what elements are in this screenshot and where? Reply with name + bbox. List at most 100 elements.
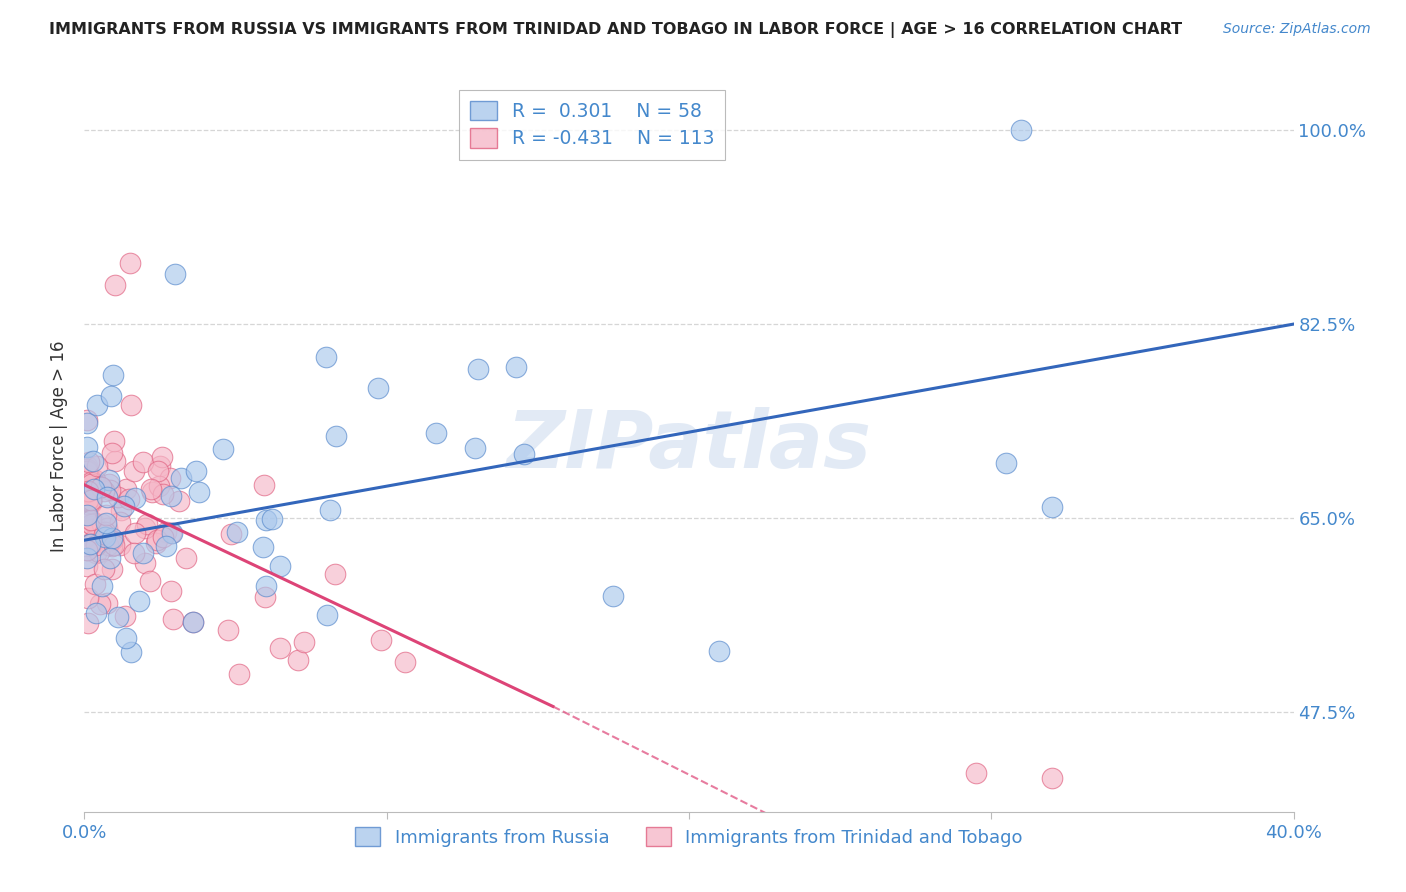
Point — [83, 533, 105, 547]
Point — [79, 513, 101, 527]
Point — [76, 464, 98, 478]
Point — [252, 541, 274, 555]
Point — [464, 441, 486, 455]
Point — [86, 459, 108, 474]
Point — [84, 476, 107, 491]
Point — [167, 493, 190, 508]
Point — [103, 538, 125, 552]
Point — [80, 496, 103, 510]
Point — [128, 594, 150, 608]
Point — [136, 516, 159, 531]
Point — [162, 612, 184, 626]
Point — [148, 479, 170, 493]
Legend: Immigrants from Russia, Immigrants from Trinidad and Tobago: Immigrants from Russia, Immigrants from … — [347, 820, 1031, 854]
Point — [394, 655, 416, 669]
Point — [159, 470, 181, 484]
Point — [83, 473, 105, 487]
Point — [77, 591, 100, 605]
Point — [217, 623, 239, 637]
Point — [145, 533, 167, 548]
Point — [101, 562, 124, 576]
Point — [76, 485, 98, 500]
Point — [98, 483, 121, 497]
Point — [367, 381, 389, 395]
Point — [155, 525, 177, 540]
Point — [93, 524, 115, 539]
Point — [80, 522, 103, 536]
Point — [467, 362, 489, 376]
Point — [93, 484, 115, 499]
Point — [98, 550, 121, 565]
Point — [76, 417, 98, 431]
Point — [110, 538, 132, 552]
Point — [104, 454, 127, 468]
Point — [76, 559, 98, 574]
Point — [80, 517, 103, 532]
Point — [80, 472, 103, 486]
Point — [228, 666, 250, 681]
Point — [262, 512, 284, 526]
Point — [115, 482, 138, 496]
Point — [211, 442, 233, 456]
Point — [149, 458, 172, 473]
Point — [76, 413, 98, 427]
Point — [370, 632, 392, 647]
Point — [170, 471, 193, 485]
Point — [101, 539, 124, 553]
Point — [132, 455, 155, 469]
Point — [150, 450, 173, 464]
Point — [294, 635, 316, 649]
Text: ZIPatlas: ZIPatlas — [506, 407, 872, 485]
Point — [141, 482, 163, 496]
Point — [84, 538, 107, 552]
Point — [90, 480, 112, 494]
Point — [122, 546, 145, 560]
Point — [160, 489, 183, 503]
Text: IMMIGRANTS FROM RUSSIA VS IMMIGRANTS FROM TRINIDAD AND TOBAGO IN LABOR FORCE | A: IMMIGRANTS FROM RUSSIA VS IMMIGRANTS FRO… — [49, 22, 1182, 38]
Point — [287, 653, 309, 667]
Point — [101, 445, 124, 459]
Point — [94, 530, 117, 544]
Point — [152, 487, 174, 501]
Point — [995, 456, 1018, 470]
Point — [90, 516, 112, 531]
Point — [82, 518, 104, 533]
Point — [325, 428, 347, 442]
Point — [253, 478, 276, 492]
Point — [76, 497, 98, 511]
Point — [93, 561, 115, 575]
Point — [83, 482, 105, 496]
Point — [93, 527, 115, 541]
Point — [269, 559, 291, 574]
Y-axis label: In Labor Force | Age > 16: In Labor Force | Age > 16 — [49, 340, 67, 552]
Point — [79, 472, 101, 486]
Point — [77, 492, 100, 507]
Point — [114, 632, 136, 646]
Point — [76, 543, 98, 558]
Point — [253, 590, 276, 604]
Point — [76, 508, 98, 523]
Point — [187, 485, 209, 500]
Point — [76, 459, 98, 474]
Point — [146, 465, 169, 479]
Point — [76, 440, 98, 454]
Point — [87, 524, 110, 538]
Point — [269, 641, 291, 656]
Point — [145, 536, 167, 550]
Point — [76, 468, 98, 483]
Point — [124, 491, 146, 505]
Point — [1040, 772, 1063, 786]
Point — [124, 526, 146, 541]
Point — [315, 351, 337, 365]
Point — [114, 500, 136, 514]
Point — [120, 398, 142, 412]
Point — [254, 513, 277, 527]
Point — [84, 576, 107, 591]
Point — [181, 615, 204, 630]
Text: Source: ZipAtlas.com: Source: ZipAtlas.com — [1223, 22, 1371, 37]
Point — [319, 503, 342, 517]
Point — [174, 550, 197, 565]
Point — [76, 542, 98, 557]
Point — [124, 464, 146, 478]
Point — [83, 516, 105, 530]
